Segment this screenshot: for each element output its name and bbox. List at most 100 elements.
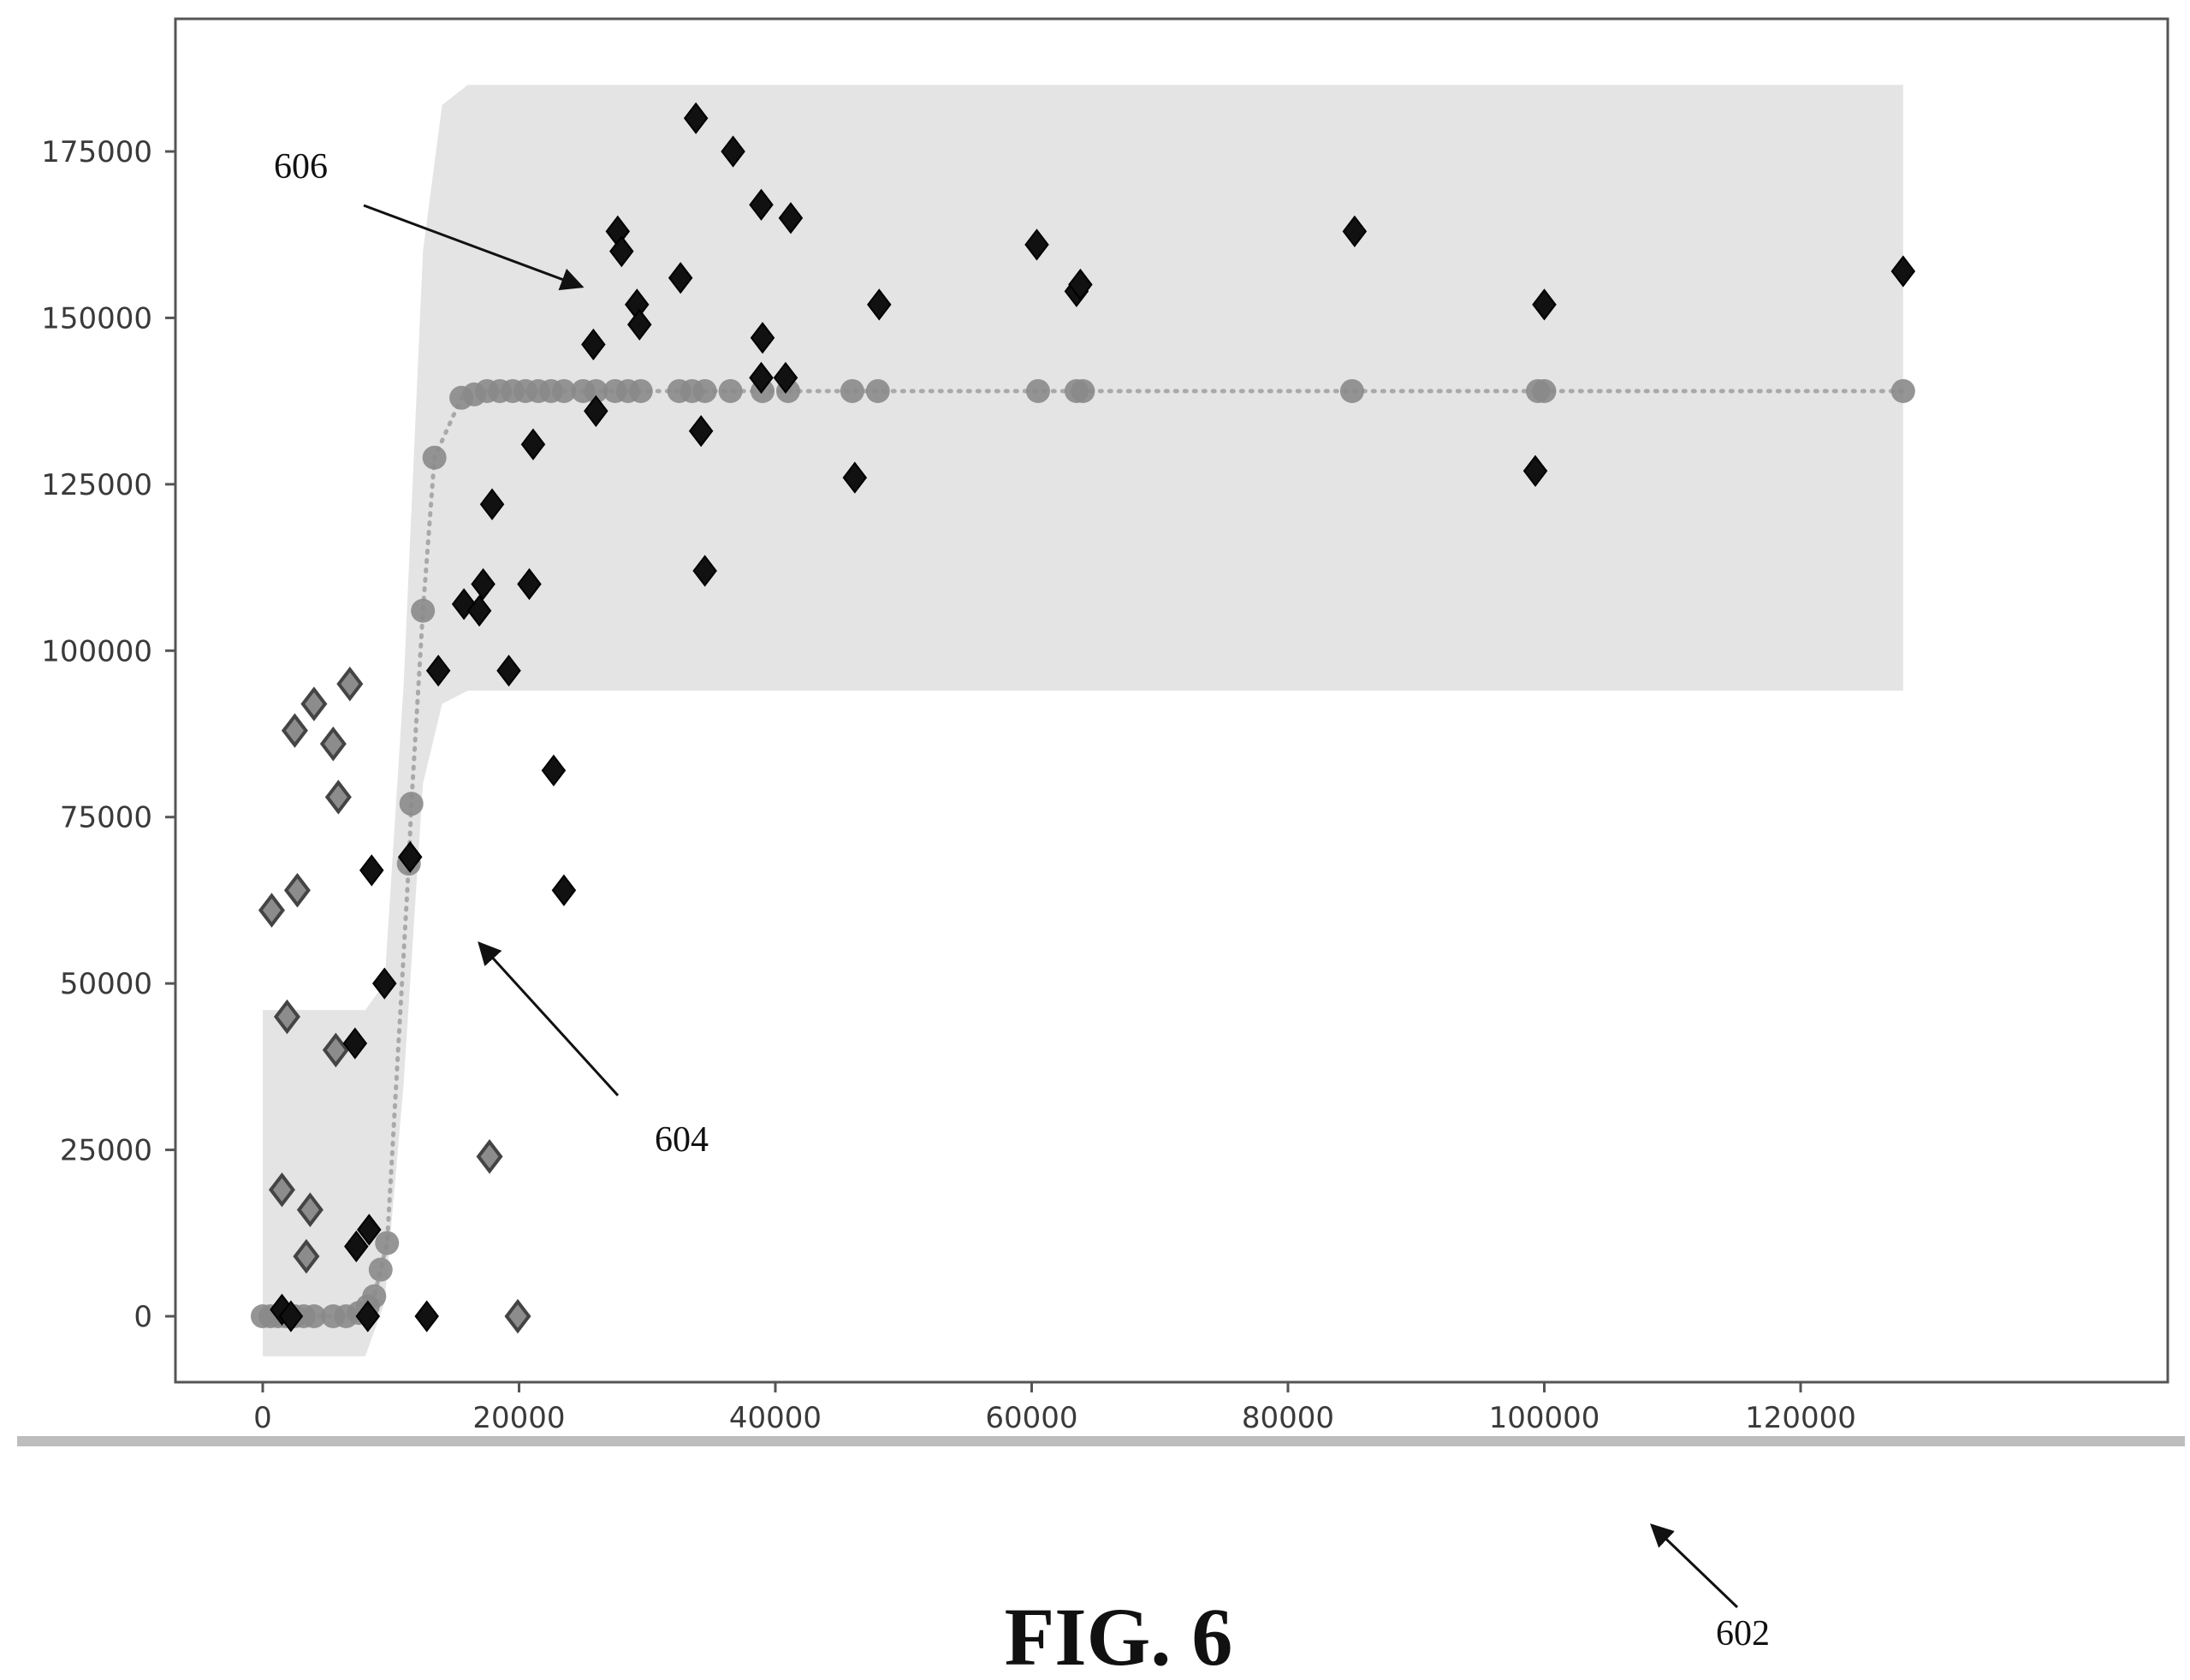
confidence-band [263,85,1903,1356]
arrow-606 [363,204,585,291]
label-604: 604 [655,1120,709,1160]
observed-point [609,235,634,268]
observed-point-light [476,1139,503,1174]
fit-point [1025,378,1050,403]
observed-point [1342,215,1368,247]
fit-point [718,378,743,403]
observed-point [1890,255,1916,288]
fit-point [551,378,576,403]
y-tick-label: 175000 [41,135,152,169]
baseline-rule [17,1436,2185,1446]
observed-point [355,1300,381,1333]
y-tick-label: 50000 [60,967,152,1001]
observed-point [466,594,492,627]
observed-point [471,567,496,601]
observed-point-light [268,1172,295,1208]
observed-point-light [258,893,286,928]
observed-point-light [283,872,311,908]
y-tick-label: 0 [134,1300,152,1334]
fit-point [628,378,653,403]
fit-point [1532,378,1557,403]
observed-point [342,1027,368,1060]
x-tick-label: 40000 [729,1401,822,1435]
observed-point [688,414,714,448]
fit-point [692,378,717,403]
observed-point [517,567,542,601]
observed-point [496,654,521,687]
observed-point [721,135,745,168]
observed-point-light [293,1238,320,1274]
observed-point-light [322,1032,349,1068]
fit-point [1071,378,1095,403]
observed-point [668,262,693,294]
observed-point-light [324,780,352,815]
observed-point [842,461,868,494]
y-tick-label: 125000 [41,468,152,502]
observed-point-light [281,713,308,748]
observed-points-series [258,102,1916,1334]
observed-point [1068,268,1093,301]
observed-point [683,102,709,134]
y-tick-label: 75000 [60,801,152,835]
observed-point [778,202,804,234]
observed-point [581,328,606,361]
y-tick-label: 150000 [41,301,152,335]
x-tick-label: 100000 [1489,1401,1600,1435]
observed-point [692,555,717,587]
label-606: 606 [274,147,328,187]
observed-point [372,967,397,1000]
observed-point [359,854,384,887]
fit-point [584,378,608,403]
observed-point [750,322,775,354]
observed-point [773,361,798,395]
observed-point-light [300,686,328,721]
arrow-602 [1650,1523,1739,1609]
observed-point [1522,454,1548,487]
observed-point [541,754,567,787]
observed-point [414,1300,439,1333]
fit-point [375,1231,400,1256]
x-axis: 0 20000 40000 60000 80000 100000 120000 [253,1382,1856,1435]
x-tick-label: 120000 [1745,1401,1856,1435]
observed-point [749,361,774,395]
observed-point [749,188,774,221]
observed-point-light [504,1298,531,1334]
fit-point [865,378,890,403]
x-tick-label: 60000 [985,1401,1077,1435]
plot-frame [174,17,2169,1384]
observed-point [551,874,577,906]
x-tick-label: 0 [253,1401,272,1435]
fit-point [422,445,447,470]
fit-point [399,792,424,816]
observed-point [425,654,451,687]
observed-point-light [296,1192,323,1227]
observed-point [584,395,608,427]
arrow-604 [478,941,620,1097]
fit-point [1890,378,1915,403]
observed-point [357,1214,382,1246]
fit-point [368,1257,393,1282]
observed-point-light [273,999,300,1035]
observed-point-light [319,726,347,762]
observed-point [867,288,892,321]
observed-point [278,1300,304,1333]
fit-point [840,378,864,403]
observed-point [1532,288,1557,321]
y-tick-label: 100000 [41,634,152,668]
observed-point [520,428,546,460]
observed-point [627,308,652,341]
observed-point [397,840,423,874]
x-tick-label: 20000 [472,1401,565,1435]
observed-point-light [336,666,364,702]
fit-point [301,1304,326,1328]
y-tick-label: 25000 [60,1134,152,1168]
observed-point [479,488,505,520]
x-tick-label: 80000 [1242,1401,1334,1435]
fit-point [1339,378,1364,403]
observed-point [344,1230,369,1262]
label-602: 602 [1716,1614,1770,1653]
observed-point [1024,229,1049,261]
figure-caption: FIG. 6 [1005,1591,1233,1680]
fit-point [411,598,436,623]
